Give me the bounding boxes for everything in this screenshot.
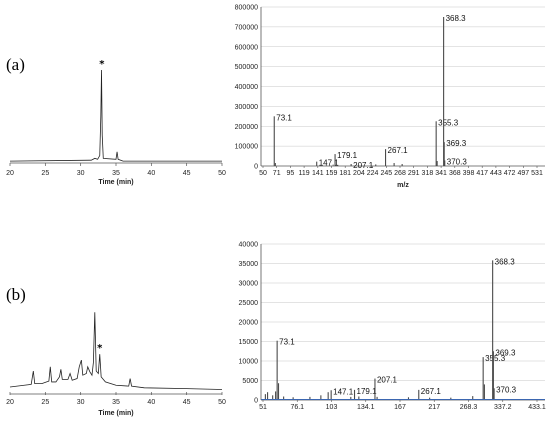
spectrum-y-tick-label: 35000: [239, 261, 259, 268]
spectrum-x-tick-label: 398: [463, 170, 475, 177]
spectrum-peak-label: 179.1: [357, 387, 378, 396]
spectrum-x-tick-label: 224: [367, 170, 379, 177]
spectrum-peak-label: 179.1: [337, 151, 358, 160]
chromatogram-x-tick-label: 20: [6, 170, 14, 177]
spectrum-y-tick-label: 0: [254, 398, 258, 405]
chromatogram-x-tick-label: 20: [6, 399, 14, 406]
chromatogram-x-tick-label: 45: [183, 170, 191, 177]
chromatogram-x-tick-label: 25: [41, 399, 49, 406]
chromatogram-x-tick-label: 35: [112, 170, 120, 177]
spectrum-peak-label: 147.1: [319, 159, 340, 168]
spectrum-x-tick-label: 368: [449, 170, 461, 177]
spectrum-x-tick-label: 443: [490, 170, 502, 177]
spectrum-x-tick-label: 159: [326, 170, 338, 177]
chromatogram-a-trace: [9, 69, 222, 162]
spectrum-peak-label: 207.1: [353, 161, 374, 170]
spectrum-x-tick-label: 217: [428, 404, 440, 411]
spectrum-peak-label: 370.3: [496, 385, 517, 394]
spectrum-x-tick-label: 531: [531, 170, 543, 177]
spectrum-peak-label: 370.3: [447, 157, 468, 166]
spectrum-x-tick-label: 50: [259, 170, 267, 177]
spectrum-x-tick-label: 341: [435, 170, 447, 177]
spectrum-x-tick-label: 417: [476, 170, 488, 177]
spectrum-peak-label: 207.1: [377, 376, 398, 385]
spectrum-y-tick-label: 30000: [239, 281, 259, 288]
chromatogram-x-tick-label: 35: [112, 399, 120, 406]
spectrum-x-tick-label: 51: [259, 404, 267, 411]
spectrum-a-xlabel: m/z: [397, 182, 409, 189]
chromatogram-b-trace: [9, 312, 223, 390]
spectrum-y-tick-label: 20000: [239, 320, 259, 327]
panel-a-label: (a): [6, 55, 25, 74]
spectrum-x-tick-label: 167: [394, 404, 406, 411]
spectrum-x-tick-label: 268: [394, 170, 406, 177]
spectrum-y-tick-label: 15000: [239, 339, 259, 346]
spectrum-y-tick-label: 700000: [235, 24, 258, 31]
spectrum-x-tick-label: 337.2: [494, 404, 512, 411]
chromatogram-a: 20 25 30 35 40 45 50 * Time (min): [6, 59, 226, 186]
spectrum-peak-label: 267.1: [388, 146, 409, 155]
chromatogram-x-tick-label: 25: [41, 170, 49, 177]
chromatogram-a-star: *: [99, 59, 105, 70]
spectrum-y-tick-label: 40000: [239, 242, 259, 249]
spectrum-y-tick-label: 600000: [235, 44, 258, 51]
spectrum-y-tick-label: 0: [254, 164, 258, 171]
spectrum-peak-label: 355.3: [485, 354, 506, 363]
spectrum-peak-label: 267.1: [421, 387, 442, 396]
chromatogram-b: 20 25 30 35 40 45 50 * Time (min): [6, 312, 226, 417]
spectrum-y-tick-label: 800000: [235, 5, 258, 12]
spectrum-x-tick-label: 76.1: [290, 404, 304, 411]
spectrum-y-tick-label: 25000: [239, 300, 259, 307]
chromatogram-x-tick-label: 30: [77, 399, 85, 406]
spectrum-peak-label: 73.1: [276, 113, 292, 122]
spectrum-x-tick-label: 245: [380, 170, 392, 177]
panel-b-label: (b): [6, 285, 26, 304]
spectrum-x-tick-label: 141: [312, 170, 324, 177]
spectrum-b: 73.1 147.1 179.1 207.1 267.1 355.3 368.3 369.3 3…: [239, 242, 546, 412]
chromatogram-a-xlabel: Time (min): [98, 179, 133, 186]
spectrum-y-tick-label: 300000: [235, 104, 258, 111]
spectrum-x-tick-label: 433.1: [528, 404, 546, 411]
spectrum-peak-label: 355.3: [438, 118, 459, 127]
spectrum-x-tick-label: 472: [504, 170, 516, 177]
spectrum-x-tick-label: 119: [299, 170, 310, 177]
spectrum-x-tick-label: 268.3: [460, 404, 478, 411]
spectrum-peak-label: 369.3: [446, 139, 467, 148]
spectrum-peak-label: 368.3: [446, 14, 467, 23]
spectrum-y-tick-label: 100000: [235, 144, 258, 151]
spectrum-y-tick-label: 5000: [242, 378, 258, 385]
chromatogram-x-tick-label: 40: [147, 170, 155, 177]
chromatogram-x-tick-label: 30: [77, 170, 85, 177]
chromatogram-b-star: *: [97, 343, 103, 354]
chromatogram-x-tick-label: 50: [218, 399, 226, 406]
spectrum-peak-label: 73.1: [279, 338, 295, 347]
spectrum-x-tick-label: 71: [273, 170, 281, 177]
spectrum-x-tick-label: 318: [422, 170, 434, 177]
chromatogram-x-tick-label: 40: [147, 399, 155, 406]
spectrum-y-tick-label: 400000: [235, 84, 258, 91]
chromatogram-x-tick-label: 50: [218, 170, 226, 177]
spectrum-x-tick-label: 103: [326, 404, 338, 411]
chromatogram-b-xlabel: Time (min): [98, 410, 133, 417]
spectrum-x-tick-label: 497: [517, 170, 529, 177]
spectrum-x-tick-label: 95: [287, 170, 295, 177]
chromatogram-x-tick-label: 45: [183, 399, 191, 406]
spectrum-y-tick-label: 10000: [239, 359, 259, 366]
spectrum-y-tick-label: 500000: [235, 64, 258, 71]
spectrum-x-tick-label: 181: [339, 170, 351, 177]
spectrum-x-tick-label: 291: [408, 170, 420, 177]
spectrum-x-tick-label: 134.1: [357, 404, 375, 411]
spectrum-peak-label: 369.3: [495, 348, 516, 357]
spectrum-x-tick-label: 204: [353, 170, 365, 177]
spectrum-peak-label: 368.3: [495, 257, 516, 266]
spectrum-peak-label: 147.1: [333, 387, 354, 396]
spectrum-y-tick-label: 200000: [235, 124, 258, 131]
